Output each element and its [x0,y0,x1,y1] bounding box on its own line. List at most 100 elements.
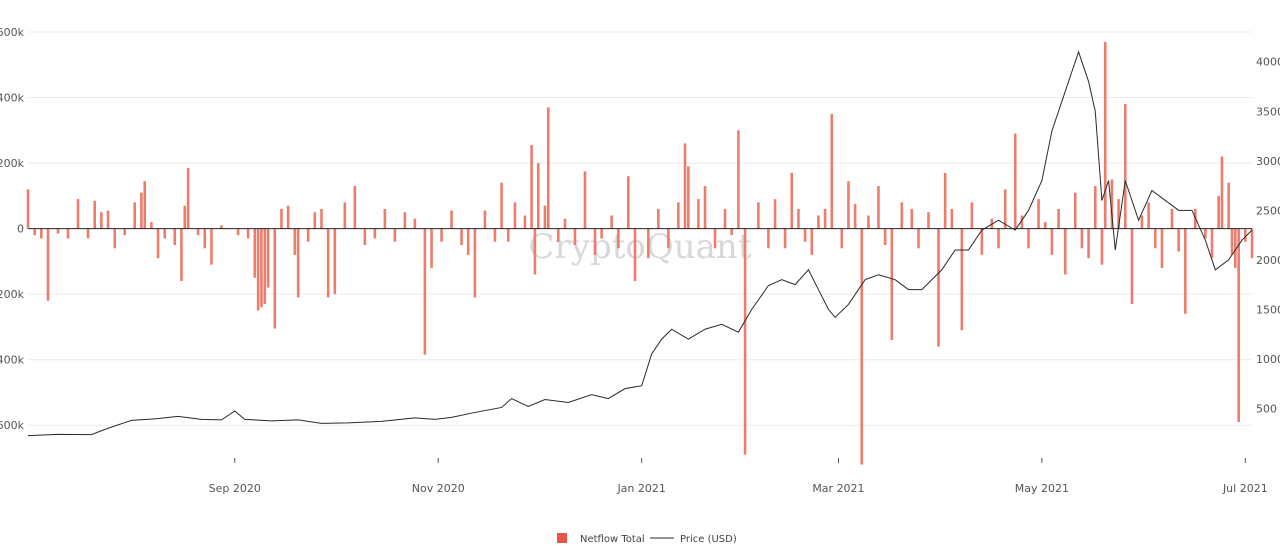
netflow-bar [723,208,727,229]
netflow-bar [40,228,43,239]
netflow-bar [697,199,700,229]
right-tick-label: 500 [1256,402,1277,415]
netflow-bar [797,208,800,229]
netflow-bar [997,228,1000,249]
legend-netflow-swatch [557,533,567,543]
netflow-bar [633,228,637,282]
netflow-bar [937,228,940,347]
netflow-bar [743,228,747,455]
netflow-bar [383,208,387,229]
netflow-bar [403,212,407,229]
netflow-bar [960,228,964,331]
netflow-bar [980,228,984,255]
netflow-bar [1093,186,1097,229]
netflow-bar [393,228,397,242]
netflow-bar [1117,199,1120,229]
netflow-bar [286,205,290,229]
netflow-bar [1043,222,1047,229]
netflow-bar [556,228,560,242]
netflow-bar [320,208,323,229]
netflow-bar [647,228,650,259]
netflow-bar [677,202,680,229]
netflow-bar [1244,228,1247,242]
x-tick-label: Jan 2021 [616,482,665,495]
netflow-bar [917,228,920,249]
netflow-bar [927,212,930,229]
netflow-bar [343,202,347,229]
grid-lines [28,31,1252,426]
left-tick-label: 0 [17,223,24,236]
netflow-bar [106,210,110,229]
netflow-bar [156,228,160,259]
netflow-bar [493,228,497,242]
netflow-bar [363,228,367,245]
netflow-bar [773,199,777,229]
netflow-bar [26,189,30,229]
netflow-bar [1220,156,1224,229]
netflow-bar [543,205,547,229]
right-tick-label: 3500 [1256,105,1280,118]
netflow-bar [1210,228,1214,259]
netflow-bar [823,208,827,229]
netflow-bar [1160,228,1164,268]
legend-netflow-label: Netflow Total [580,534,645,545]
netflow-bar [100,212,103,229]
netflow-bar [256,228,260,311]
netflow-bar [1037,199,1040,229]
netflow-bar [460,228,463,245]
legend-price-label: Price (USD) [680,534,737,545]
netflow-bar [657,208,660,229]
netflow-bar [56,228,60,234]
netflow-bar [1234,228,1237,268]
netflow-bar [183,205,187,229]
netflow-bar [93,200,96,229]
netflow-bar [123,228,127,236]
left-tick-label: -200k [0,288,25,301]
netflow-bar [530,145,533,229]
netflow-bar [1250,228,1254,259]
left-tick-label: -600k [0,419,25,432]
netflow-bar [600,228,603,239]
netflow-bar [667,228,670,249]
netflow-bar [867,215,870,229]
netflow-bar [373,228,377,239]
price-line [27,50,1253,437]
netflow-bar [423,228,427,355]
netflow-bar [767,228,770,249]
netflow-bar [430,228,433,268]
netflow-bar [46,228,50,301]
netflow-bar [180,228,183,282]
netflow-bar [730,228,734,236]
netflow-bar [583,171,587,229]
netflow-bar [1123,104,1127,229]
netflow-bar [757,202,760,229]
netflow-bar [140,192,143,229]
netflow-bar [950,208,954,229]
netflow-bar [1204,228,1207,239]
right-tick-label: 1000 [1256,353,1280,366]
left-tick-label: 600k [0,26,25,39]
netflow-bar [817,215,820,229]
netflow-bar [563,218,567,229]
netflow-bar [1140,215,1144,229]
netflow-bar [1110,179,1114,229]
netflow-bar [440,228,443,242]
netflow-bar [473,228,477,298]
netflow-bar [1063,228,1067,275]
right-axis-ticks: 500 1000 1500 2000 2500 3000 3500 4000 [1256,56,1280,416]
netflow-bar [737,130,740,229]
legend: Netflow Total Price (USD) [557,533,737,545]
netflow-bar [1237,228,1240,422]
netflow-bar [1050,228,1054,255]
right-tick-label: 2500 [1256,204,1280,217]
netflow-bar [296,228,300,298]
netflow-bar [413,218,417,229]
netflow-bar [513,202,517,229]
netflow-bar [536,163,540,229]
netflow-bar [713,228,717,249]
left-tick-label: 400k [0,92,25,105]
netflow-bar [220,225,223,229]
netflow-bar [236,228,240,236]
netflow-bar [203,228,207,249]
